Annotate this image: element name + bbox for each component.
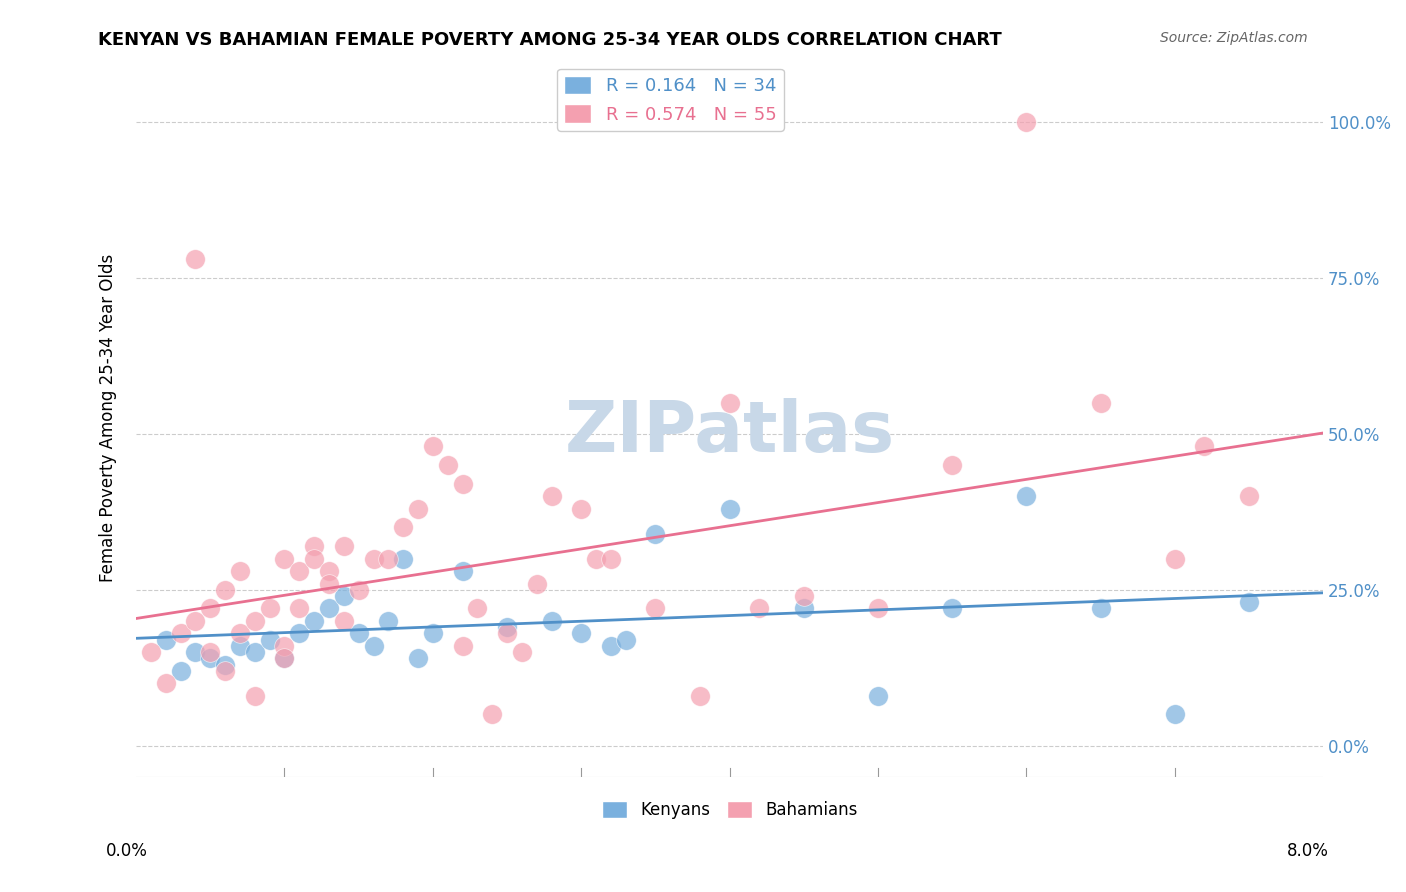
Point [569, 501, 592, 516]
Point [1090, 601, 1112, 615]
Point [243, 645, 266, 659]
Point [451, 639, 474, 653]
Point [273, 651, 295, 665]
Point [614, 632, 637, 647]
Point [243, 614, 266, 628]
Point [467, 601, 489, 615]
Text: ZIPatlas: ZIPatlas [565, 398, 894, 467]
Point [214, 664, 236, 678]
Point [333, 614, 356, 628]
Point [406, 501, 429, 516]
Point [200, 601, 222, 615]
Point [644, 526, 666, 541]
Point [214, 657, 236, 672]
Point [318, 601, 340, 615]
Point [363, 551, 385, 566]
Point [318, 576, 340, 591]
Point [451, 564, 474, 578]
Point [169, 664, 191, 678]
Point [718, 501, 741, 516]
Point [422, 439, 444, 453]
Point [288, 564, 311, 578]
Point [273, 651, 295, 665]
Point [600, 639, 623, 653]
Point [184, 645, 207, 659]
Point [436, 458, 458, 472]
Point [214, 582, 236, 597]
Point [1194, 439, 1216, 453]
Point [510, 645, 533, 659]
Point [496, 620, 519, 634]
Text: KENYAN VS BAHAMIAN FEMALE POVERTY AMONG 25-34 YEAR OLDS CORRELATION CHART: KENYAN VS BAHAMIAN FEMALE POVERTY AMONG … [98, 31, 1002, 49]
Point [155, 676, 177, 690]
Point [229, 626, 252, 640]
Point [184, 614, 207, 628]
Point [333, 539, 356, 553]
Point [451, 476, 474, 491]
Point [318, 564, 340, 578]
Text: Source: ZipAtlas.com: Source: ZipAtlas.com [1160, 31, 1308, 45]
Point [200, 651, 222, 665]
Point [363, 639, 385, 653]
Point [273, 639, 295, 653]
Point [155, 632, 177, 647]
Point [200, 645, 222, 659]
Point [273, 551, 295, 566]
Point [229, 639, 252, 653]
Point [718, 395, 741, 409]
Text: 8.0%: 8.0% [1286, 842, 1329, 860]
Point [333, 589, 356, 603]
Point [569, 626, 592, 640]
Legend: Kenyans, Bahamians: Kenyans, Bahamians [595, 795, 865, 826]
Point [481, 707, 503, 722]
Point [377, 614, 399, 628]
Point [496, 626, 519, 640]
Point [406, 651, 429, 665]
Point [1090, 395, 1112, 409]
Point [347, 582, 370, 597]
Point [302, 614, 325, 628]
Point [600, 551, 623, 566]
Point [392, 551, 415, 566]
Point [229, 564, 252, 578]
Point [1237, 595, 1260, 609]
Point [941, 458, 963, 472]
Point [259, 632, 281, 647]
Point [866, 689, 889, 703]
Point [748, 601, 770, 615]
Point [243, 689, 266, 703]
Point [941, 601, 963, 615]
Point [540, 489, 562, 503]
Point [422, 626, 444, 640]
Point [288, 626, 311, 640]
Point [302, 551, 325, 566]
Point [377, 551, 399, 566]
Point [139, 645, 162, 659]
Point [585, 551, 607, 566]
Point [540, 614, 562, 628]
Point [184, 252, 207, 267]
Point [1237, 489, 1260, 503]
Point [1015, 489, 1038, 503]
Point [392, 520, 415, 534]
Text: 0.0%: 0.0% [105, 842, 148, 860]
Point [259, 601, 281, 615]
Point [288, 601, 311, 615]
Point [793, 589, 815, 603]
Y-axis label: Female Poverty Among 25-34 Year Olds: Female Poverty Among 25-34 Year Olds [100, 254, 117, 582]
Point [347, 626, 370, 640]
Point [793, 601, 815, 615]
Point [1164, 551, 1187, 566]
Point [689, 689, 711, 703]
Point [866, 601, 889, 615]
Point [302, 539, 325, 553]
Point [1015, 115, 1038, 129]
Point [644, 601, 666, 615]
Point [169, 626, 191, 640]
Point [526, 576, 548, 591]
Point [1164, 707, 1187, 722]
